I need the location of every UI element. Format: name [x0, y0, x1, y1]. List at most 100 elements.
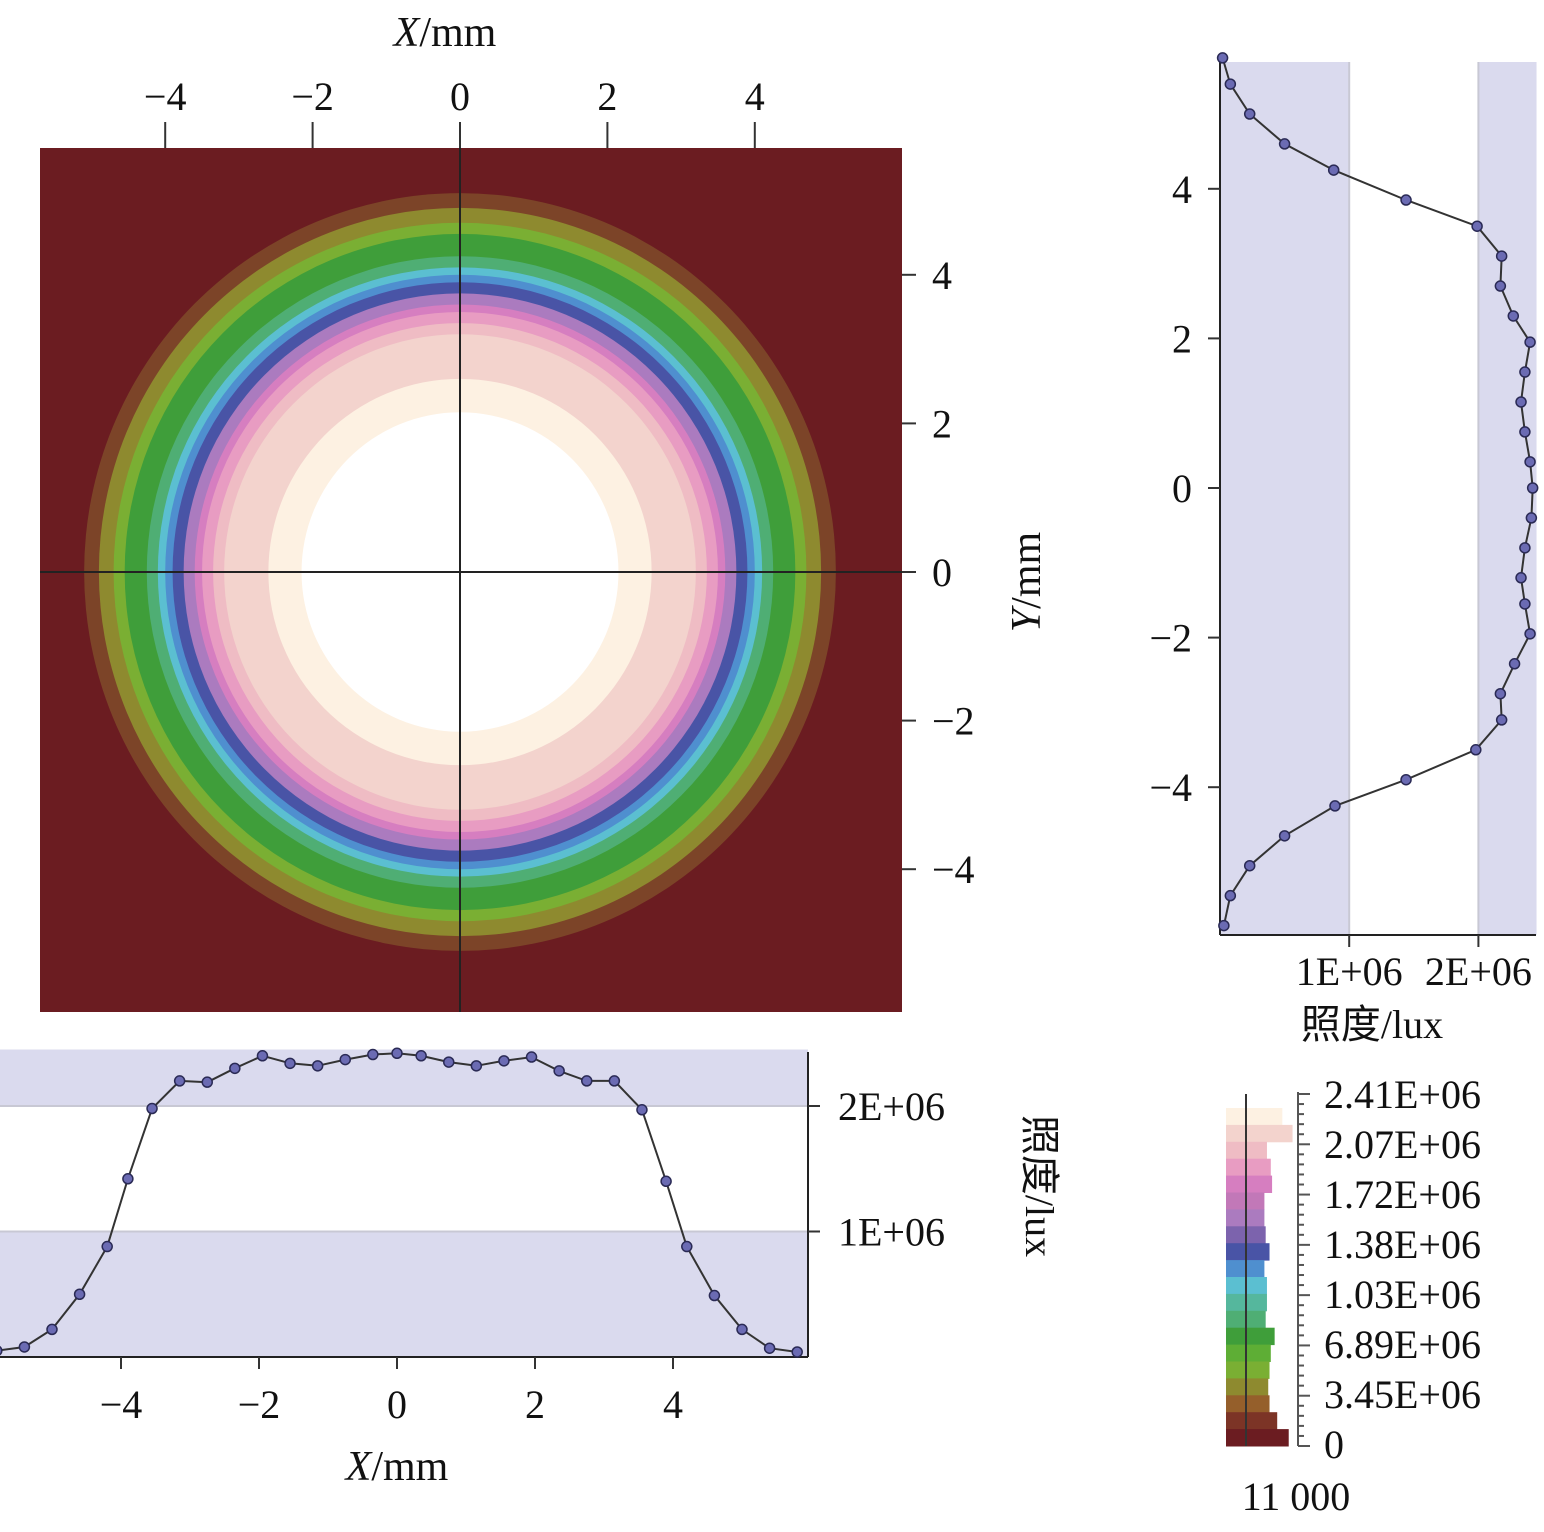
legend-bar [1226, 1327, 1275, 1346]
bottom-profile-point [146, 1102, 158, 1115]
legend-bar [1226, 1344, 1271, 1362]
bottom-profile-point [736, 1323, 748, 1336]
bottom-profile-point [415, 1050, 427, 1062]
bottom-profile-point [256, 1050, 269, 1062]
right-profile-point [1525, 512, 1538, 524]
right-profile-point [1495, 250, 1508, 262]
right-profile-x-axis-label: 照度/lux [1301, 1002, 1443, 1047]
bottom-profile-point [101, 1240, 113, 1253]
right-profile-point [1218, 919, 1230, 932]
bottom-profile-point [525, 1051, 538, 1063]
bottom-profile-point [122, 1173, 134, 1185]
heatmap-x-tick-label: −4 [144, 74, 187, 119]
right-profile-point [1216, 52, 1229, 64]
legend-bar [1226, 1243, 1270, 1261]
bottom-profile-point [581, 1075, 593, 1087]
right-y-tick-label: −4 [1149, 765, 1192, 810]
bottom-profile-point [443, 1056, 455, 1068]
right-y-tick-label: 2 [1172, 316, 1192, 361]
legend-tick-label: 6.89E+06 [1324, 1322, 1481, 1367]
bottom-profile-y-ticks: 2E+06 1E+06 [808, 1084, 945, 1255]
right-profile-point [1224, 78, 1237, 90]
heatmap-x-tick-label: 4 [745, 74, 765, 119]
right-profile-point [1515, 572, 1527, 584]
bottom-profile-point [0, 1345, 3, 1356]
bottom-profile-point [553, 1065, 565, 1077]
bottom-profile-point [608, 1075, 621, 1087]
bottom-profile-point [18, 1341, 31, 1353]
heatmap-y-tick-label: −4 [932, 847, 975, 892]
right-profile-panel: 4 2 0 −2 −4 1E+06 2E+06 照度/lux [1149, 52, 1539, 1047]
right-profile-point [1524, 628, 1536, 640]
right-profile-point [1519, 426, 1531, 438]
heatmap-y-tick-label: 4 [932, 253, 952, 298]
heatmap-x-tick-label: 0 [450, 74, 470, 119]
right-profile-point [1515, 396, 1527, 408]
right-profile-point [1327, 164, 1340, 176]
color-legend: 2.41E+06 2.07E+06 1.72E+06 1.38E+06 1.03E+06… [1226, 1072, 1481, 1519]
legend-minor-ticks [1298, 1093, 1310, 1447]
bottom-profile-band [0, 1049, 808, 1106]
heatmap-x-tick-label: −2 [291, 74, 334, 119]
right-profile-point [1519, 366, 1531, 378]
bottom-x-tick-label: 2 [525, 1382, 545, 1427]
right-profile-point [1243, 859, 1256, 872]
right-x-tick-label: 2E+06 [1425, 949, 1532, 994]
bottom-profile-point [791, 1346, 803, 1358]
bottom-profile-point [311, 1060, 324, 1072]
right-profile-point [1495, 714, 1508, 726]
heatmap-y-label-unit: /mm [1004, 531, 1050, 608]
bottom-y-tick-label: 2E+06 [838, 1084, 945, 1129]
right-y-tick-label: 0 [1172, 466, 1192, 511]
right-profile-point [1278, 830, 1291, 842]
bottom-profile-point [339, 1053, 351, 1066]
right-profile-point [1224, 889, 1237, 902]
right-profile-point [1278, 138, 1291, 150]
bottom-y-tick-label: 1E+06 [838, 1210, 945, 1255]
legend-tick-label: 2.41E+06 [1324, 1072, 1481, 1117]
bottom-profile-point [681, 1240, 693, 1253]
right-profile-band [1478, 62, 1537, 935]
right-profile-bands [1220, 62, 1537, 935]
bottom-profile-panel: −4 −2 0 2 4 2E+06 1E+06 X/mm 照度/lux [0, 1047, 1062, 1490]
heatmap-x-tick-label: 2 [597, 74, 617, 119]
right-profile-markers [1216, 52, 1539, 932]
legend-bar [1226, 1395, 1270, 1413]
bottom-profile-y-axis-label: 照度/lux [1017, 1115, 1062, 1257]
heatmap-y-ticks: 4 2 0 −2 −4 [902, 253, 975, 892]
bottom-profile-point [470, 1060, 483, 1072]
legend-tick-label: 1.03E+06 [1324, 1272, 1481, 1317]
heatmap-panel: −4 −2 0 2 4 4 2 0 −2 −4 X/mm Y/mm [40, 10, 1050, 1012]
right-profile-point [1519, 542, 1531, 554]
bottom-x-label-var: X [344, 1444, 374, 1490]
right-profile-point [1400, 773, 1412, 786]
bottom-profile-point [391, 1047, 403, 1060]
right-profile-point [1507, 310, 1520, 322]
right-profile-point [1471, 220, 1483, 232]
bottom-x-tick-label: 0 [387, 1382, 407, 1427]
right-profile-band [1220, 62, 1350, 935]
right-profile-point [1524, 456, 1536, 468]
heatmap-y-tick-label: 2 [932, 401, 952, 446]
legend-tick-label: 2.07E+06 [1324, 1122, 1481, 1167]
legend-tick-label: 0 [1324, 1422, 1344, 1467]
heatmap-contour-rings [84, 193, 836, 951]
bottom-profile-point [284, 1057, 296, 1070]
legend-tick-label: 1.72E+06 [1324, 1172, 1481, 1217]
bottom-profile-bands [0, 1049, 808, 1357]
legend-bar [1226, 1175, 1273, 1193]
bottom-profile-point [73, 1288, 86, 1300]
heatmap-y-tick-label: 0 [932, 550, 952, 595]
heatmap-x-axis-label: X/mm [392, 10, 497, 56]
right-profile-point [1494, 280, 1507, 292]
right-y-tick-label: 4 [1172, 167, 1192, 212]
heatmap-y-tick-label: −2 [932, 699, 975, 744]
legend-tick-label: 1.38E+06 [1324, 1222, 1481, 1267]
bottom-x-tick-label: 4 [663, 1382, 683, 1427]
legend-bar [1226, 1108, 1283, 1126]
right-x-tick-label: 1E+06 [1296, 949, 1403, 994]
bottom-profile-point [46, 1323, 58, 1336]
right-profile-x-ticks: 1E+06 2E+06 [1296, 935, 1532, 994]
right-profile-point [1243, 108, 1256, 120]
